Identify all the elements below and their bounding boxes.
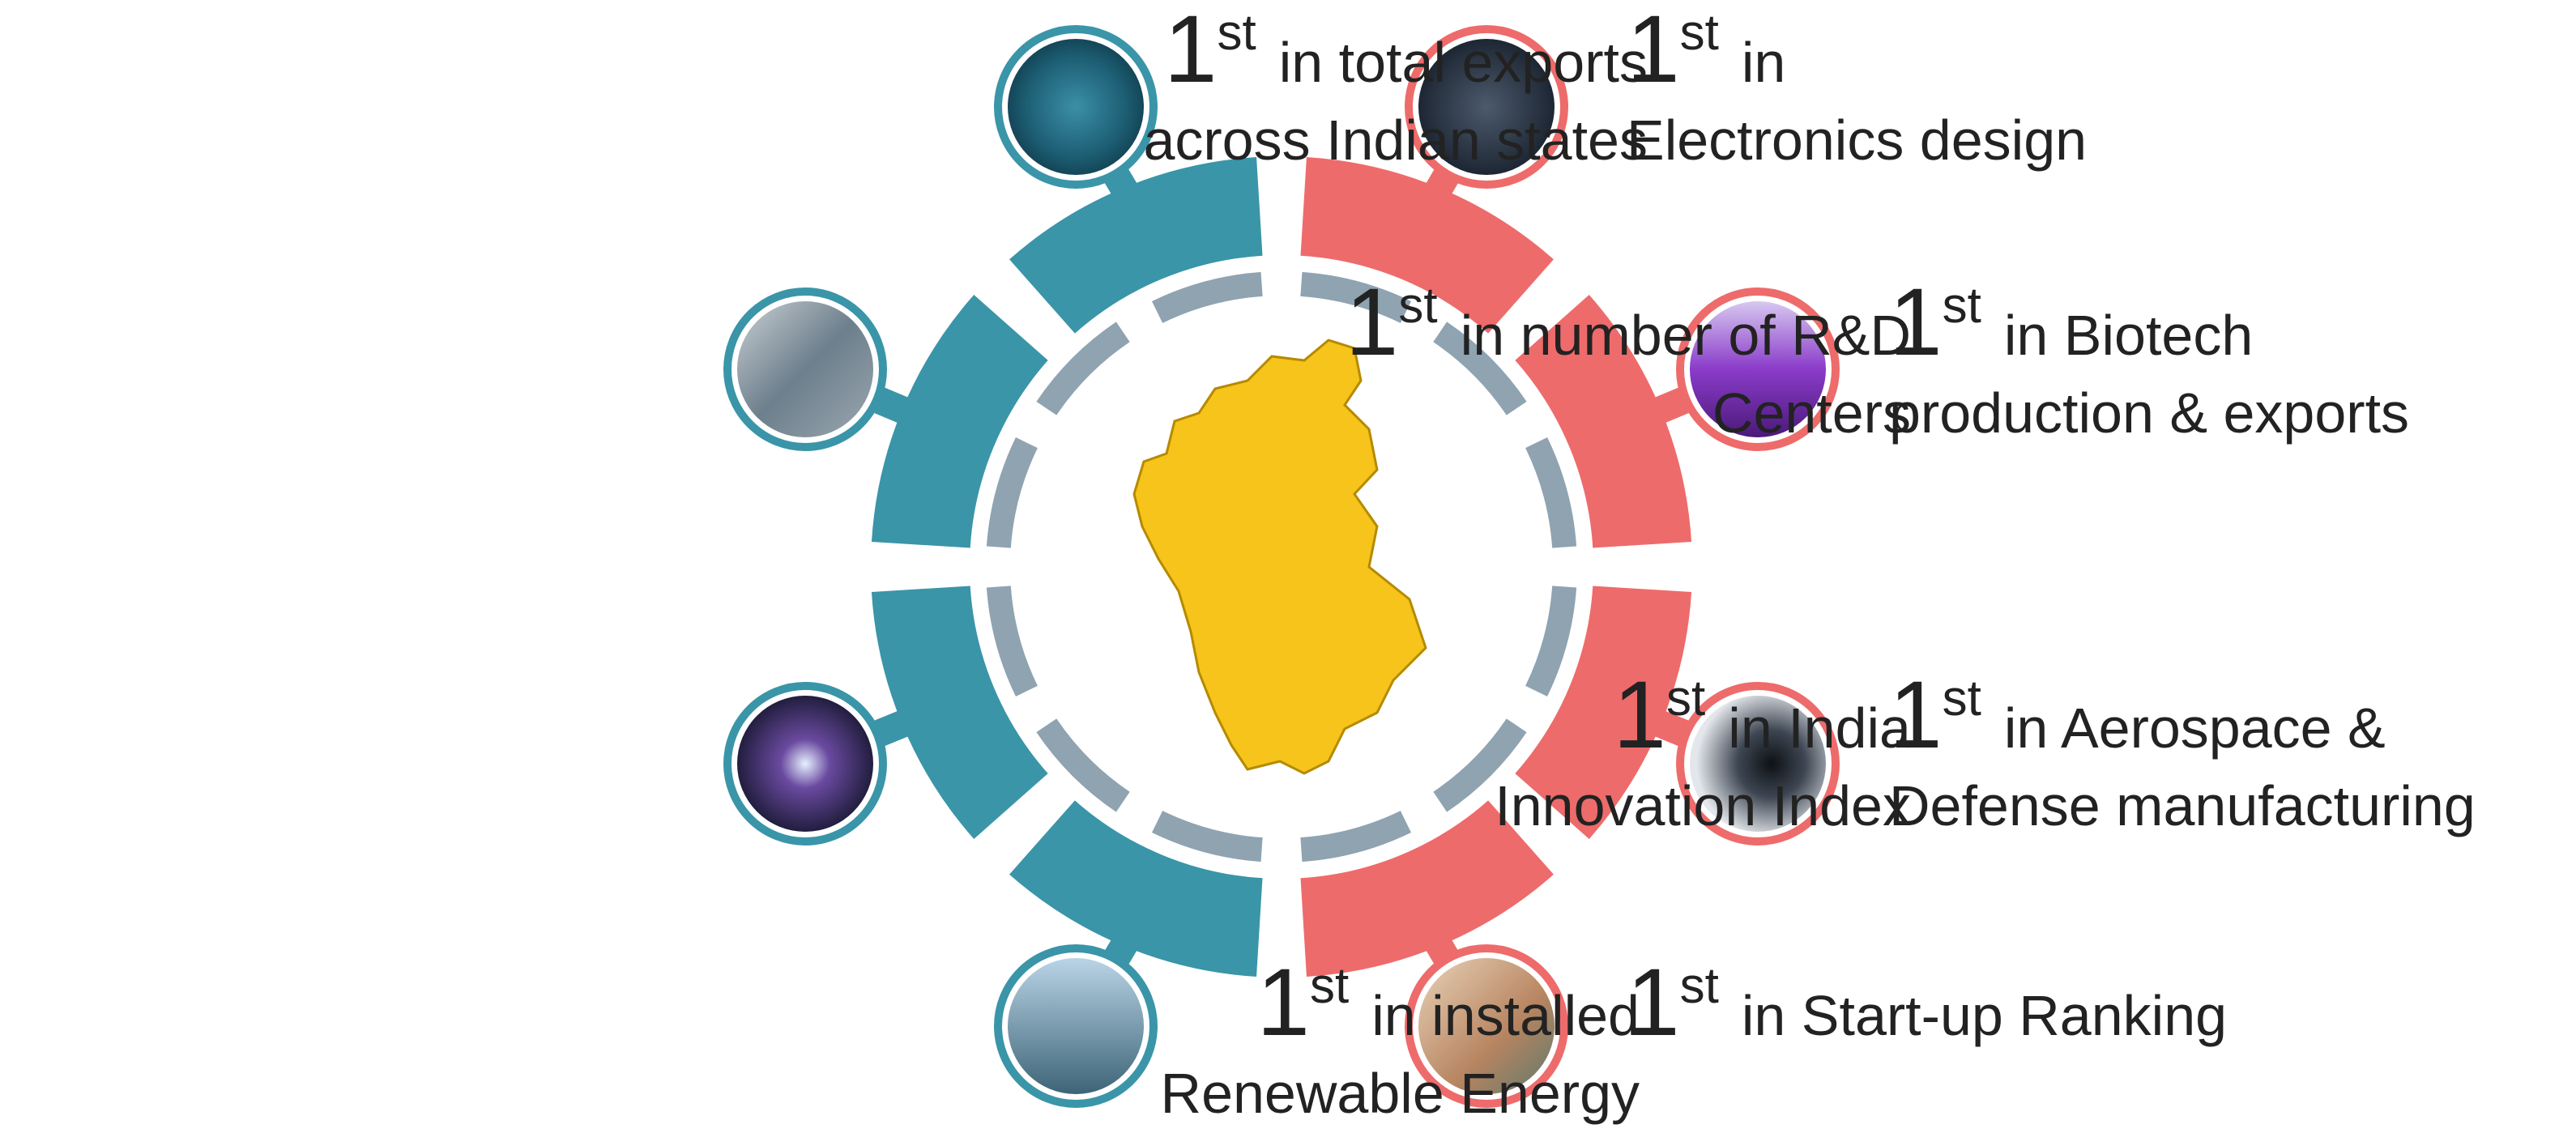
photo — [737, 696, 873, 832]
rank-suffix: st — [1310, 958, 1350, 1014]
ring-segment — [1514, 585, 1692, 839]
stat-text: production & exports — [1889, 381, 2410, 445]
stat-line: production & exports — [1889, 385, 2409, 441]
stat-text: in — [1741, 31, 1786, 94]
inner-dash — [986, 437, 1038, 548]
ring — [723, 25, 1840, 1108]
rank: 1 — [1627, 949, 1680, 1056]
inner-dash — [1151, 271, 1263, 323]
rank: 1 — [1889, 269, 1943, 376]
stat-line: Defense manufacturing — [1889, 777, 2476, 834]
inner-dash — [1525, 437, 1577, 548]
photo — [1690, 301, 1826, 437]
stat-text: Innovation Index — [1495, 774, 1911, 837]
rank-suffix: st — [1217, 5, 1256, 61]
stat-text: in installed — [1371, 984, 1640, 1047]
inner-dash — [1151, 811, 1263, 863]
ring-segment — [1299, 799, 1554, 978]
stat-line: Electronics design — [1627, 112, 2087, 168]
ring-segment — [871, 585, 1049, 839]
inner-dash — [1300, 811, 1412, 863]
photo — [1008, 958, 1144, 1094]
photo — [1418, 39, 1555, 175]
inner-dash — [1525, 586, 1577, 697]
stat-text: Renewable Energy — [1160, 1062, 1640, 1125]
photo — [1008, 39, 1144, 175]
rank-suffix: st — [1679, 5, 1719, 61]
stat-text: Centers — [1712, 381, 1911, 445]
rank: 1 — [1163, 0, 1218, 103]
stat-text: in number of R&D — [1460, 304, 1911, 367]
rank: 1 — [1627, 0, 1680, 103]
stat-text: in Start-up Ranking — [1741, 984, 2228, 1047]
inner-dash — [1036, 718, 1130, 812]
stat-text: across Indian states — [1143, 109, 1648, 172]
stat-line: Innovation Index — [1495, 777, 1911, 834]
photo — [737, 301, 873, 437]
inner-dash — [1036, 322, 1130, 415]
rank-suffix: st — [1398, 278, 1438, 334]
rank-suffix: st — [1679, 958, 1719, 1014]
stat-text: Defense manufacturing — [1889, 774, 2476, 837]
rank-suffix: st — [1942, 671, 1981, 726]
ring-segment — [1514, 295, 1692, 549]
rank-suffix: st — [1666, 671, 1706, 726]
ring-segment — [1299, 156, 1554, 334]
inner-dash — [1433, 718, 1527, 812]
stat-text: in total exports — [1278, 31, 1648, 94]
state-map — [1132, 339, 1427, 775]
photo — [1690, 696, 1826, 832]
rank: 1 — [1613, 662, 1667, 769]
photo — [1418, 958, 1555, 1094]
stat-text: Electronics design — [1627, 109, 2088, 172]
stat-text: in Aerospace & — [2003, 696, 2386, 760]
stat-text: in Biotech — [2003, 304, 2254, 367]
inner-dash — [1433, 322, 1527, 415]
rank: 1 — [1256, 949, 1310, 1056]
rank: 1 — [1345, 269, 1399, 376]
stat-line: across Indian states — [1143, 112, 1648, 168]
rank-suffix: st — [1942, 278, 1981, 334]
ring-segment — [1009, 156, 1264, 334]
inner-dash — [986, 586, 1038, 697]
ring-segment — [871, 295, 1049, 549]
stat-text: in India — [1728, 696, 1911, 760]
stat-line: Renewable Energy — [1161, 1065, 1640, 1122]
inner-dash — [1300, 271, 1412, 323]
ring-segment — [1009, 799, 1264, 978]
stat-line: Centers — [1346, 385, 1911, 441]
rank: 1 — [1889, 662, 1943, 769]
